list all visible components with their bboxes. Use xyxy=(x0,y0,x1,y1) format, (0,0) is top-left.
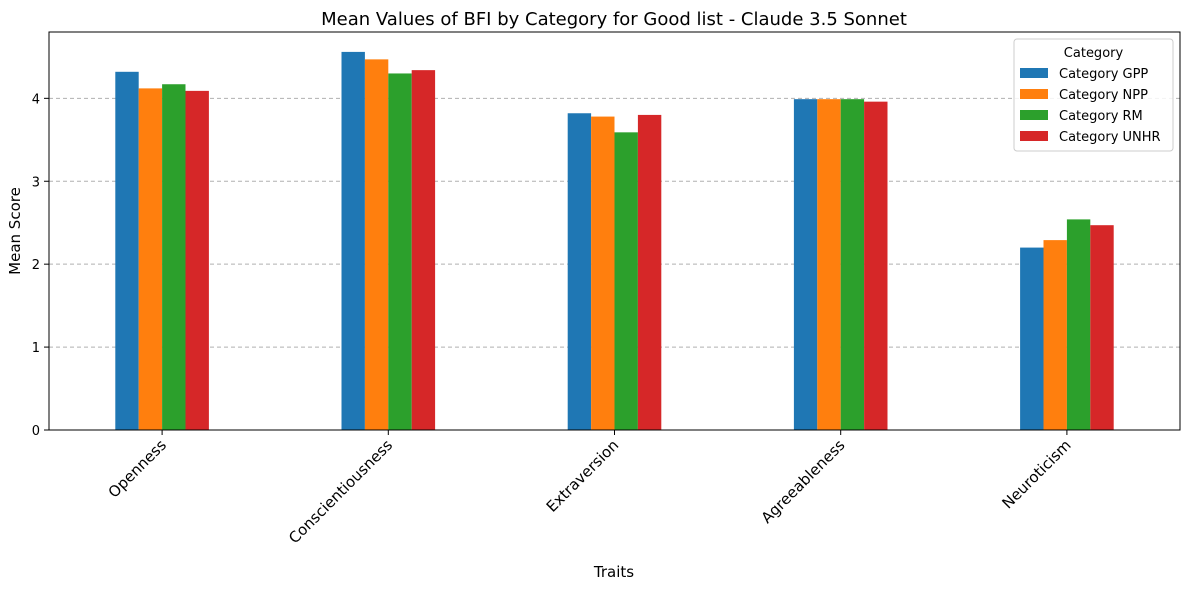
bar-category-unhr-agreeableness xyxy=(864,101,888,431)
y-tick-label: 0 xyxy=(32,424,40,439)
legend-swatch xyxy=(1020,68,1048,78)
legend-entry-label: Category NPP xyxy=(1059,88,1148,103)
x-tick-label: Extraversion xyxy=(543,436,623,516)
bar-category-rm-openness xyxy=(162,84,186,431)
chart-title: Mean Values of BFI by Category for Good … xyxy=(321,9,907,30)
bars xyxy=(115,51,1114,431)
bar-category-npp-openness xyxy=(138,88,163,430)
bar-category-unhr-neuroticism xyxy=(1090,225,1114,430)
legend-entry-label: Category RM xyxy=(1059,109,1143,124)
bar-category-rm-conscientiousness xyxy=(388,73,412,430)
bar-category-unhr-conscientiousness xyxy=(411,70,436,431)
bar-category-npp-conscientiousness xyxy=(364,59,389,431)
legend-swatch xyxy=(1020,110,1048,120)
legend-swatch xyxy=(1020,131,1048,141)
y-axis-label: Mean Score xyxy=(6,187,24,275)
y-tick-label: 3 xyxy=(32,175,40,190)
bar-category-rm-neuroticism xyxy=(1066,219,1091,430)
bar-category-npp-neuroticism xyxy=(1043,240,1067,430)
bar-category-unhr-openness xyxy=(185,90,209,430)
legend-box xyxy=(1013,38,1174,152)
y-tick-label: 4 xyxy=(32,92,40,107)
legend-title: Category xyxy=(1064,46,1124,61)
legend-entry-label: Category GPP xyxy=(1059,67,1148,82)
y-axis: 0 1 2 3 4 xyxy=(32,92,49,439)
bar-category-gpp-extraversion xyxy=(567,113,592,430)
x-tick-label: Neuroticism xyxy=(998,436,1074,512)
bar-category-npp-agreeableness xyxy=(817,99,841,430)
bar-category-gpp-neuroticism xyxy=(1020,247,1044,430)
x-axis: Openness Conscientiousness Extraversion Agr… xyxy=(105,430,1075,547)
bar-category-npp-extraversion xyxy=(591,116,615,430)
y-tick-label: 1 xyxy=(32,341,40,356)
bar-category-rm-extraversion xyxy=(614,132,638,430)
x-tick-label: Agreeableness xyxy=(758,436,849,527)
y-tick-label: 2 xyxy=(32,258,40,273)
bar-category-gpp-conscientiousness xyxy=(341,51,365,431)
x-tick-label: Conscientiousness xyxy=(285,436,396,547)
legend-swatch xyxy=(1020,89,1048,99)
bar-category-rm-agreeableness xyxy=(840,99,865,430)
legend: Category Category GPP Category NPP Category… xyxy=(1013,38,1174,152)
legend-entry-label: Category UNHR xyxy=(1059,130,1161,145)
bar-category-gpp-agreeableness xyxy=(793,99,818,430)
bar-category-gpp-openness xyxy=(115,71,139,431)
x-tick-label: Openness xyxy=(105,436,170,501)
bar-category-unhr-extraversion xyxy=(637,114,662,431)
x-axis-label: Traits xyxy=(593,563,634,581)
